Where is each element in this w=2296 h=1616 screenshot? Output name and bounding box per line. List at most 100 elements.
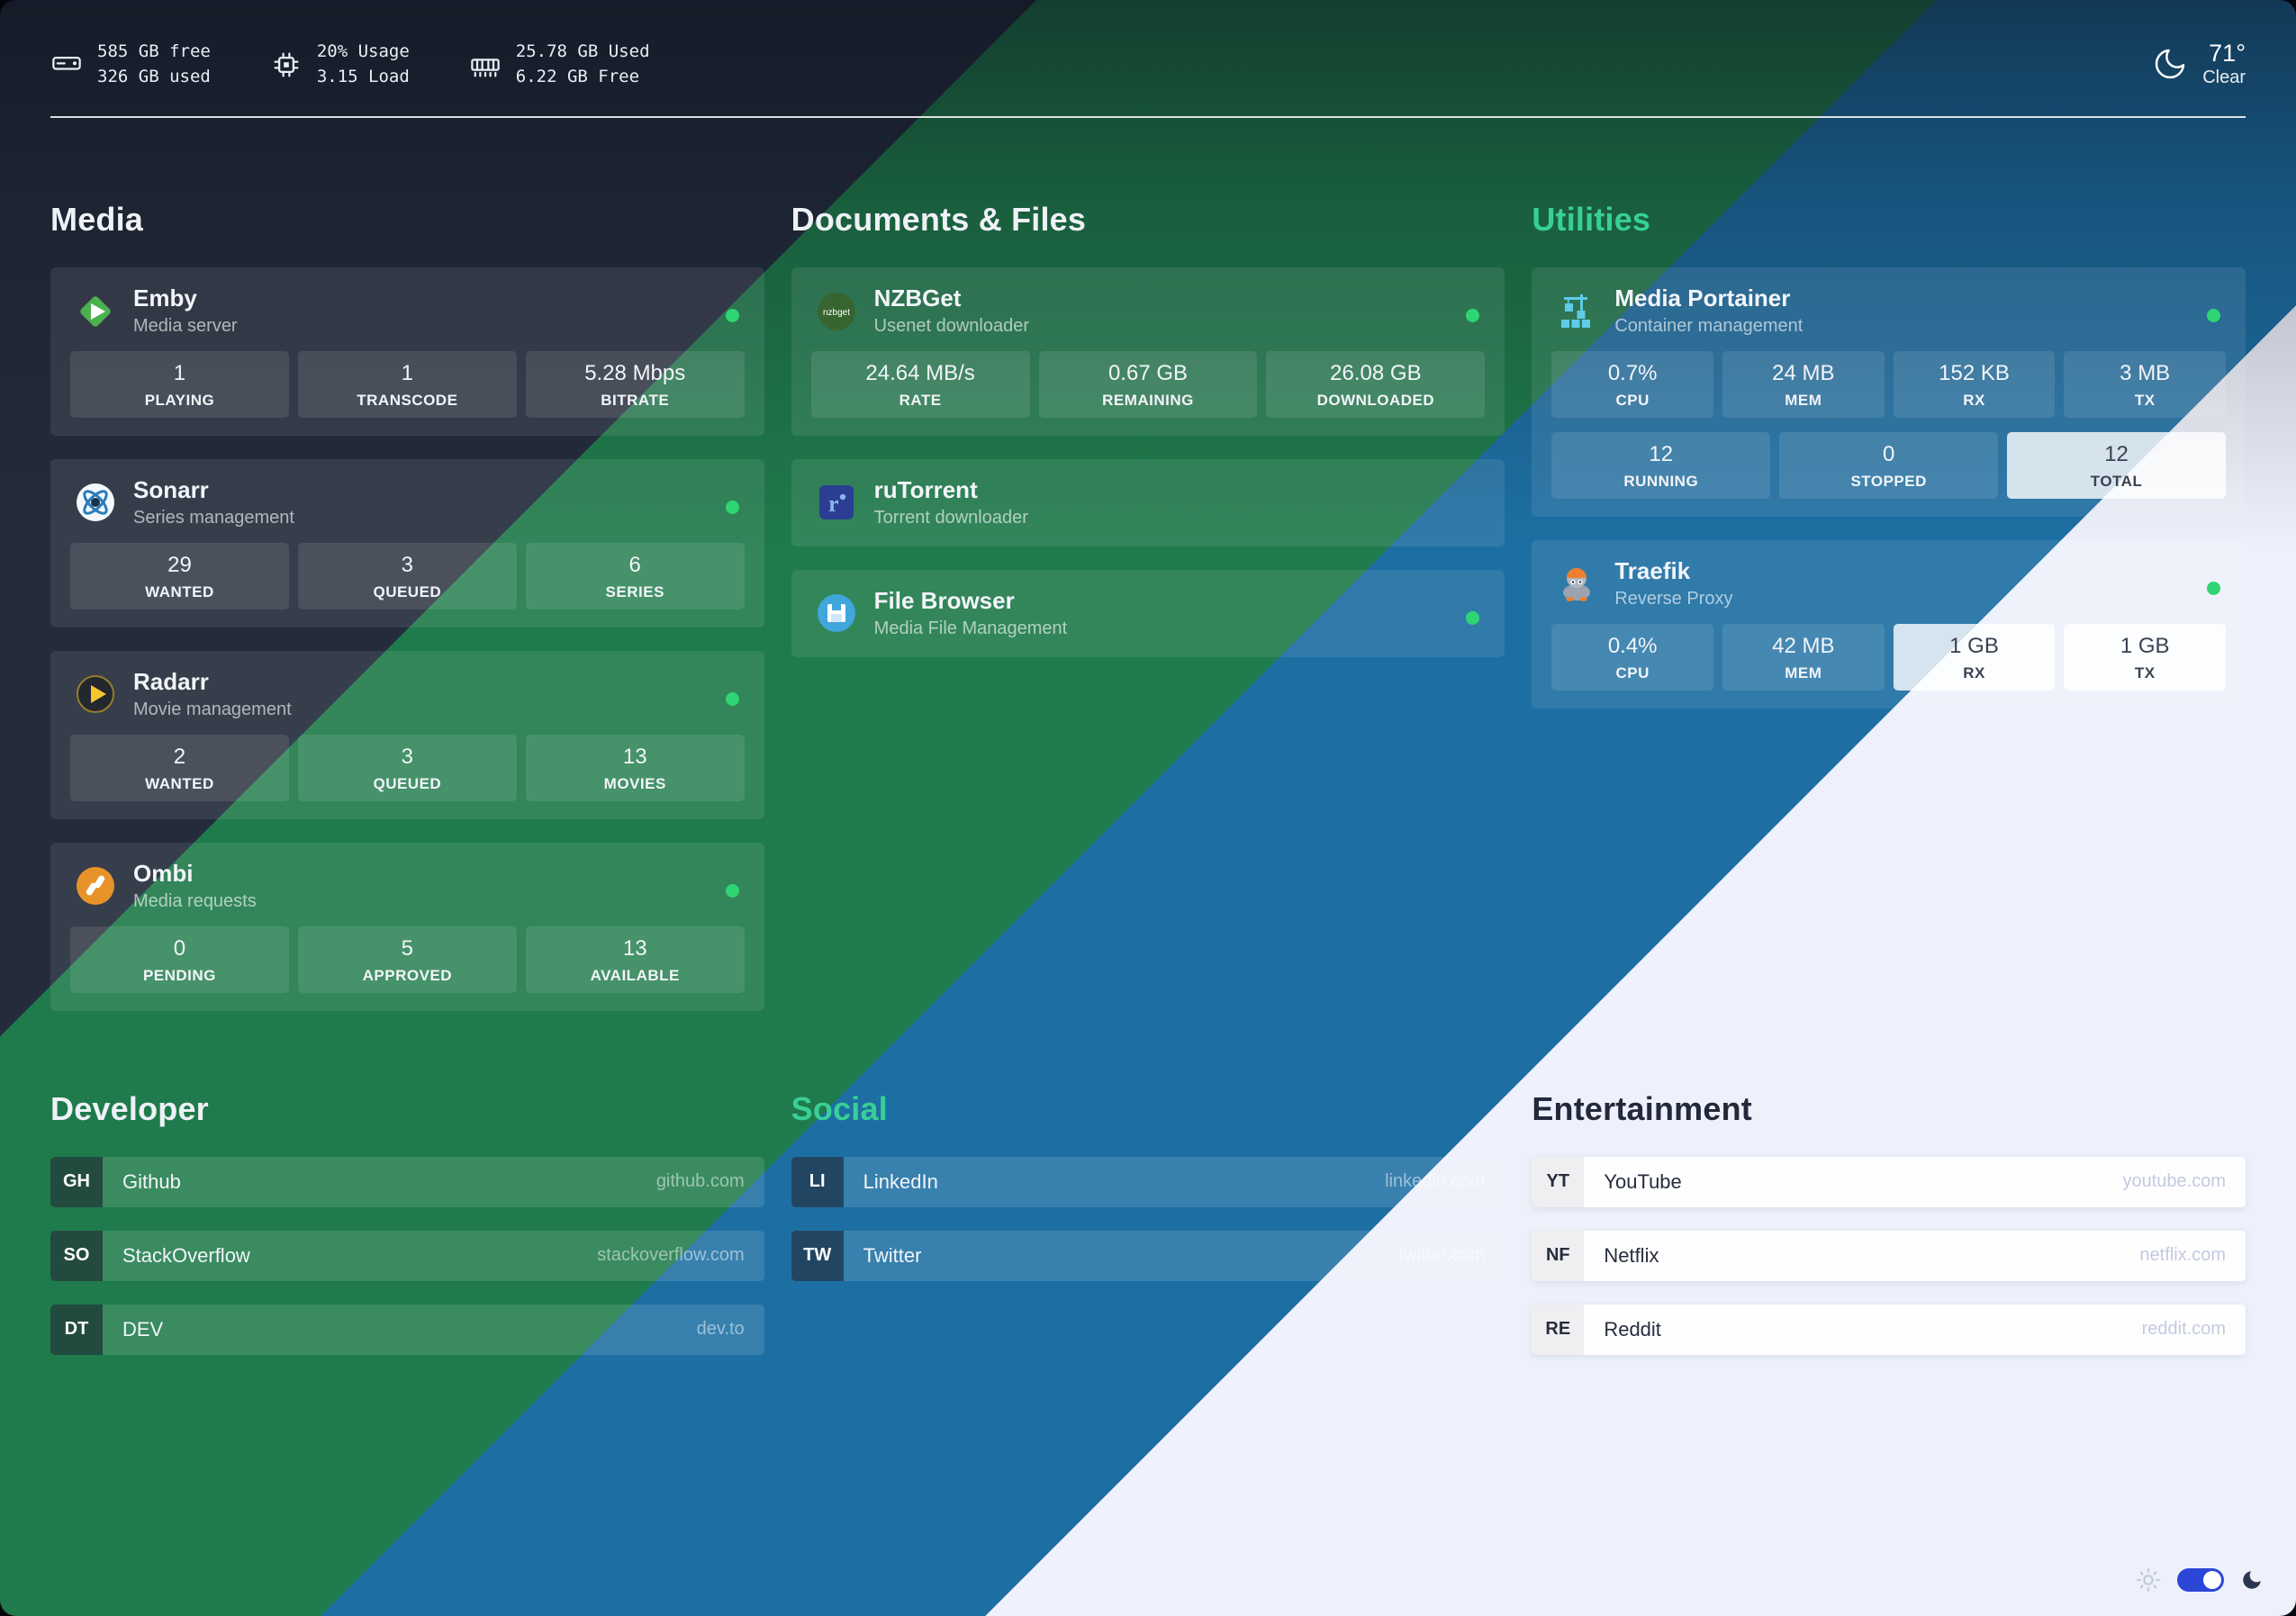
- app-title: ruTorrent: [873, 475, 978, 503]
- bookmark-twitter[interactable]: TW Twitter twitter.com: [791, 1230, 1505, 1281]
- stat-cell-total: 12 TOTAL: [2007, 431, 2226, 499]
- stat-value: 0: [173, 935, 186, 961]
- stat-cell-downloaded: 26.08 GB DOWNLOADED: [1266, 350, 1486, 418]
- bookmark-url: linkedin.com: [1385, 1171, 1486, 1192]
- app-card-radarr[interactable]: Radarr Movie management 2 WANTED 3 QUEUE…: [50, 650, 764, 819]
- stat-label: RATE: [899, 391, 942, 409]
- app-card-sonarr[interactable]: Sonarr Series management 29 WANTED 3 QUE…: [50, 458, 764, 627]
- bookmarks-grid: Developer GH Github github.com SO StackO…: [50, 1090, 2246, 1378]
- section-heading-documents-files: Documents & Files: [791, 201, 1087, 239]
- nzbget-icon: nzbget: [815, 290, 858, 333]
- app-card-ombi[interactable]: Ombi Media requests 0 PENDING 5 APPROVED…: [50, 842, 764, 1011]
- stat-value: 3: [401, 552, 414, 577]
- stat-cell-mem: 24 MB MEM: [1722, 350, 1885, 418]
- svg-text:r: r: [828, 491, 839, 517]
- app-subtitle: Reverse Proxy: [1614, 588, 1733, 609]
- stat-value: 152 KB: [1939, 360, 2010, 385]
- stat-value: 6: [628, 552, 641, 577]
- bookmark-netflix[interactable]: NF Netflix netflix.com: [1532, 1230, 2246, 1281]
- stat-label: TX: [2134, 391, 2156, 409]
- stat-value: 5: [401, 935, 414, 961]
- bookmark-abbr-badge: LI: [791, 1156, 844, 1207]
- weather-condition: Clear: [2202, 68, 2246, 88]
- theme-switch[interactable]: [2177, 1568, 2224, 1592]
- stat-cell-playing: 1 PLAYING: [70, 350, 289, 418]
- app-title: Radarr: [133, 667, 209, 695]
- stat-cell-running: 12 RUNNING: [1551, 431, 1771, 499]
- app-card-media-portainer[interactable]: Media Portainer Container management 0.7…: [1532, 267, 2246, 517]
- stat-value: 24.64 MB/s: [865, 360, 975, 385]
- top-bar: 585 GB free 326 GB used 20% Usage 3.15 L…: [50, 31, 2246, 89]
- app-card-traefik[interactable]: Traefik Reverse Proxy 0.4% CPU 42 MB MEM…: [1532, 539, 2246, 709]
- bookmark-name: Reddit: [1604, 1317, 1661, 1341]
- bookmark-youtube[interactable]: YT YouTube youtube.com: [1532, 1156, 2246, 1207]
- stat-value: 0: [1882, 441, 1895, 466]
- stat-label: TX: [2134, 664, 2156, 682]
- disk-stat: 585 GB free 326 GB used: [50, 40, 211, 89]
- app-title: NZBGet: [873, 284, 962, 312]
- bookmark-github[interactable]: GH Github github.com: [50, 1156, 764, 1207]
- app-subtitle: Movie management: [133, 699, 292, 719]
- emby-icon: [74, 290, 117, 333]
- header-divider: [50, 116, 2246, 119]
- section-heading-entertainment: Entertainment: [1532, 1089, 1752, 1127]
- stat-label: TRANSCODE: [357, 391, 458, 409]
- bookmark-url: dev.to: [696, 1319, 745, 1340]
- cpu-icon: [270, 49, 303, 81]
- ram-free: 6.22 GB Free: [515, 66, 640, 86]
- stat-label: CPU: [1615, 664, 1650, 682]
- stat-value: 42 MB: [1772, 633, 1835, 658]
- bookmark-name: LinkedIn: [863, 1169, 938, 1193]
- bookmark-linkedin[interactable]: LI LinkedIn linkedin.com: [791, 1156, 1505, 1207]
- app-title: Sonarr: [133, 475, 209, 503]
- app-subtitle: Torrent downloader: [873, 507, 1028, 528]
- app-card-rutorrent[interactable]: r ruTorrent Torrent downloader: [791, 458, 1505, 546]
- sonarr-icon: [74, 481, 117, 524]
- bookmark-abbr-badge: TW: [791, 1230, 844, 1281]
- stat-label: AVAILABLE: [590, 966, 680, 984]
- weather-temperature: 71°: [2209, 40, 2246, 67]
- app-subtitle: Usenet downloader: [873, 315, 1029, 336]
- stat-label: BITRATE: [601, 391, 670, 409]
- apps-section-utilities: Utilities Media Portainer Container mana…: [1532, 201, 2246, 732]
- stat-cell-transcode: 1 TRANSCODE: [297, 350, 517, 418]
- bookmarks-section-entertainment: Entertainment YT YouTube youtube.com NF …: [1532, 1090, 2246, 1378]
- app-title: Media Portainer: [1614, 284, 1791, 312]
- stat-cell-mem: 42 MB MEM: [1722, 623, 1885, 691]
- stat-label: CPU: [1615, 391, 1650, 409]
- stat-label: DOWNLOADED: [1316, 391, 1435, 409]
- bookmark-name: YouTube: [1604, 1169, 1682, 1193]
- stat-label: MOVIES: [603, 774, 666, 792]
- app-card-emby[interactable]: Emby Media server 1 PLAYING 1 TRANSCODE …: [50, 267, 764, 436]
- app-subtitle: Media server: [133, 315, 238, 336]
- bookmark-url: reddit.com: [2141, 1319, 2226, 1340]
- status-online-dot: [2207, 309, 2220, 323]
- app-card-nzbget[interactable]: nzbget NZBGet Usenet downloader 24.64 MB…: [791, 267, 1505, 436]
- cpu-load: 3.15 Load: [316, 66, 410, 86]
- status-online-dot: [2207, 581, 2220, 595]
- status-online-dot: [725, 883, 739, 898]
- stat-cell-remaining: 0.67 GB REMAINING: [1038, 350, 1258, 418]
- bookmarks-section-developer: Developer GH Github github.com SO StackO…: [50, 1090, 764, 1378]
- stat-value: 0.4%: [1607, 633, 1658, 658]
- stat-cell-tx: 1 GB TX: [2064, 623, 2227, 691]
- bookmark-reddit[interactable]: RE Reddit reddit.com: [1532, 1304, 2246, 1355]
- radarr-icon: [74, 673, 117, 716]
- stat-value: 12: [2104, 441, 2129, 466]
- stat-label: MEM: [1785, 391, 1822, 409]
- stat-cell-rx: 152 KB RX: [1893, 350, 2056, 418]
- bookmark-dev[interactable]: DT DEV dev.to: [50, 1304, 764, 1355]
- app-title: Traefik: [1614, 556, 1691, 584]
- app-card-file-browser[interactable]: File Browser Media File Management: [791, 569, 1505, 657]
- system-stats: 585 GB free 326 GB used 20% Usage 3.15 L…: [50, 40, 650, 89]
- app-title: File Browser: [873, 586, 1015, 614]
- status-online-dot: [1466, 610, 1480, 625]
- stat-label: WANTED: [145, 774, 214, 792]
- weather-widget: 71° Clear: [2152, 40, 2246, 88]
- status-online-dot: [725, 691, 739, 706]
- stat-value: 1 GB: [1949, 633, 1999, 658]
- ram-used: 25.78 GB Used: [515, 41, 650, 61]
- bookmark-stackoverflow[interactable]: SO StackOverflow stackoverflow.com: [50, 1230, 764, 1281]
- apps-section-documents-files: Documents & Files nzbget NZBGet Usenet d…: [791, 201, 1505, 681]
- bookmark-name: Twitter: [863, 1243, 922, 1267]
